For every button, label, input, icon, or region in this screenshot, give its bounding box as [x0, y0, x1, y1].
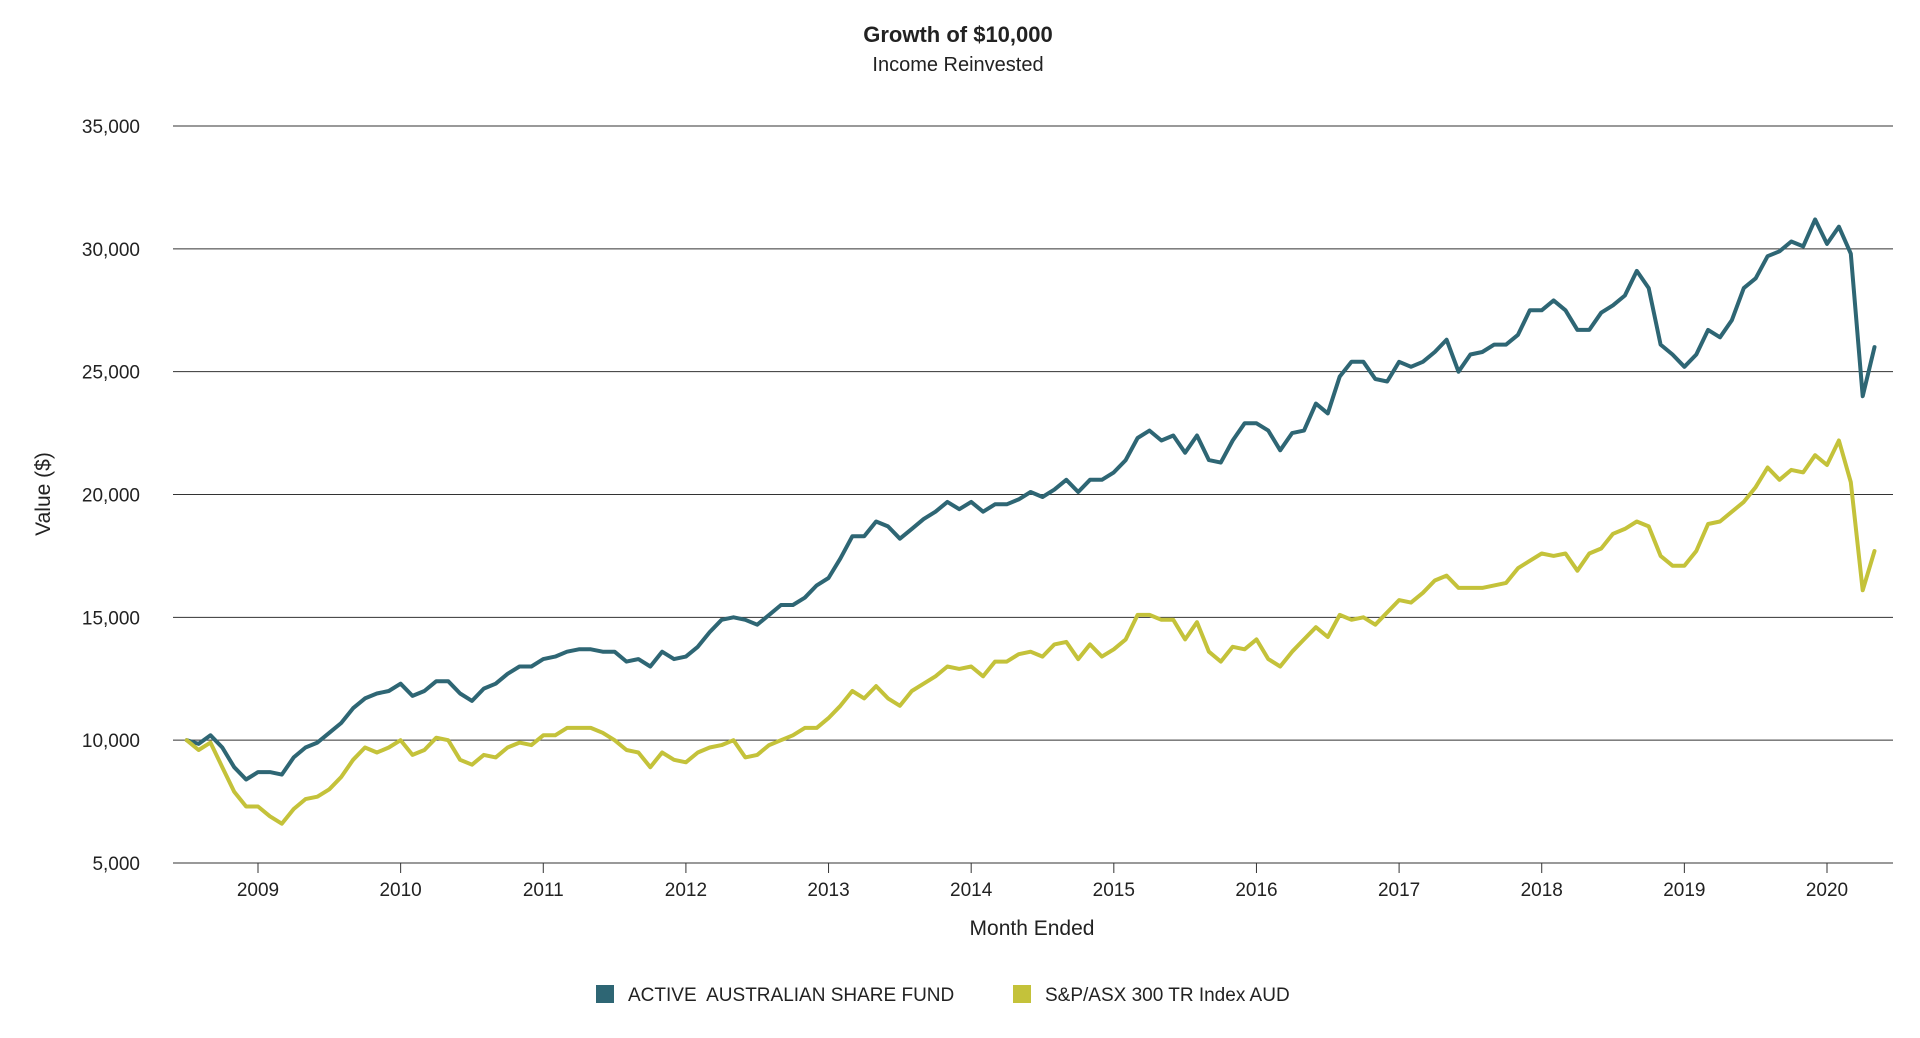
- series-line-active-australian-share-fund: [184, 217, 1877, 782]
- x-tick-label-2016: 2016: [1235, 880, 1277, 901]
- y-tick-label-20000: 20,000: [82, 486, 140, 507]
- x-tick-label-2011: 2011: [523, 880, 564, 901]
- x-tick-label-2013: 2013: [807, 880, 849, 901]
- y-tick-label-30000: 30,000: [82, 240, 140, 261]
- chart-subtitle: Income Reinvested: [872, 54, 1043, 76]
- legend: ACTIVE AUSTRALIAN SHARE FUND S&P/ASX 300…: [596, 985, 1290, 1006]
- y-axis-label: Value ($): [32, 452, 55, 536]
- legend-label-sp-asx-300-tr-index: S&P/ASX 300 TR Index AUD: [1045, 985, 1290, 1006]
- chart-title: Growth of $10,000: [863, 22, 1053, 47]
- x-tick-label-2017: 2017: [1378, 880, 1420, 901]
- series-line-s-p-asx-300-tr-index-aud: [184, 438, 1877, 826]
- y-tick-label-5000: 5,000: [92, 854, 140, 875]
- legend-swatch-sp-asx-300-tr-index: [1013, 985, 1031, 1003]
- x-tick-label-2012: 2012: [665, 880, 707, 901]
- legend-swatch-active-australian-share-fund: [596, 985, 614, 1003]
- y-tick-label-25000: 25,000: [82, 363, 140, 384]
- y-tick-label-15000: 15,000: [82, 608, 140, 629]
- gridlines: [173, 125, 1893, 864]
- x-tick-label-2018: 2018: [1521, 880, 1563, 901]
- y-tick-label-10000: 10,000: [82, 731, 140, 752]
- x-tick-label-2014: 2014: [950, 880, 993, 901]
- x-tick-label-2020: 2020: [1806, 880, 1848, 901]
- x-axis-ticks: 2009 2010 2011 2012 2013 2014 2015 2016 2017 2018…: [237, 863, 1848, 901]
- legend-label-active-australian-share-fund: ACTIVE AUSTRALIAN SHARE FUND: [628, 985, 954, 1006]
- x-tick-label-2009: 2009: [237, 880, 279, 901]
- x-tick-label-2019: 2019: [1663, 880, 1705, 901]
- x-tick-label-2015: 2015: [1093, 880, 1135, 901]
- y-tick-label-35000: 35,000: [82, 117, 140, 138]
- series-lines: [184, 217, 1877, 826]
- x-axis-label: Month Ended: [970, 917, 1095, 940]
- x-tick-label-2010: 2010: [379, 880, 421, 901]
- y-axis-ticks: 5,000 10,000 15,000 20,000 25,000 30,000 35,00…: [82, 117, 140, 875]
